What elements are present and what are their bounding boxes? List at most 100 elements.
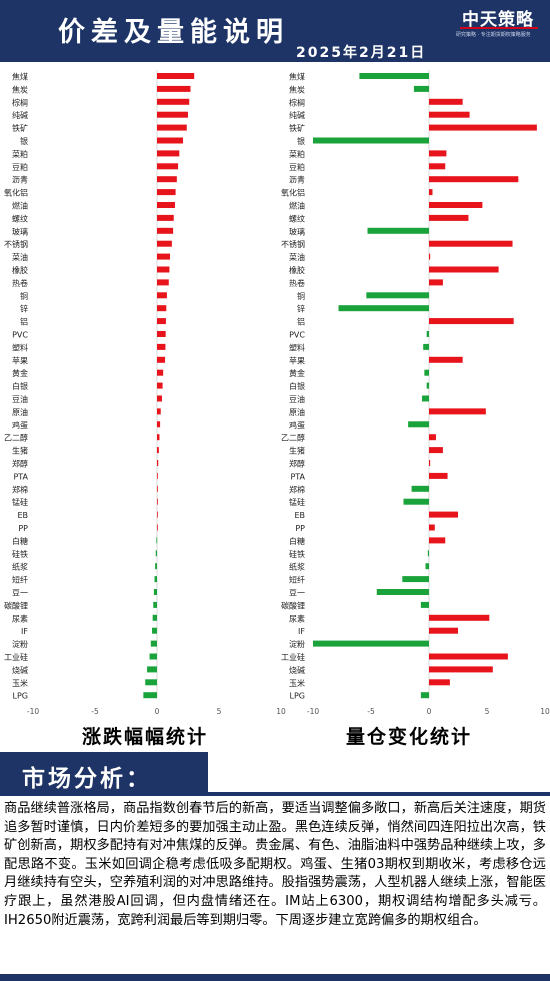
- price-xtick-1: -5: [91, 707, 99, 716]
- price-category-label-12: 玻璃: [12, 226, 28, 236]
- volume-category-label-47: 玉米: [289, 678, 305, 688]
- price-bar-34: [157, 511, 158, 518]
- price-xtick-4: 10: [276, 707, 286, 716]
- volume-category-label-9: 氧化铝: [281, 188, 305, 198]
- price-bar-7: [157, 163, 179, 170]
- price-category-label-25: 豆油: [12, 394, 28, 404]
- report-date: 2025年2月21日: [296, 45, 427, 61]
- price-bar-4: [157, 124, 187, 131]
- volume-bar-21: [423, 343, 429, 350]
- volume-category-label-2: 棕榈: [289, 97, 305, 107]
- price-bar-1: [157, 85, 191, 92]
- price-bar-43: [152, 627, 157, 634]
- price-bar-27: [157, 421, 161, 428]
- volume-bar-40: [376, 589, 429, 595]
- volume-category-label-38: 纸浆: [289, 562, 305, 572]
- price-bar-23: [157, 369, 164, 376]
- market-analysis-text: 商品继续普涨格局，商品指数创春节后的新高，要适当调整偏多敞口，新高后关注速度，期…: [4, 801, 546, 928]
- volume-category-label-5: 银: [297, 136, 305, 146]
- volume-bar-47: [429, 679, 450, 686]
- price-bar-2: [157, 98, 190, 105]
- volume-bar-10: [429, 202, 483, 208]
- price-bar-5: [157, 137, 184, 144]
- price-bar-10: [157, 202, 175, 208]
- volume-category-label-16: 热卷: [289, 278, 305, 288]
- price-bar-31: [157, 472, 158, 479]
- volume-bar-48: [420, 692, 429, 699]
- price-bar-16: [157, 279, 169, 286]
- volume-bar-17: [366, 292, 429, 299]
- price-category-label-10: 燃油: [12, 201, 28, 211]
- price-category-label-19: 铝: [20, 317, 28, 327]
- volume-bar-3: [429, 111, 470, 118]
- price-bar-41: [153, 601, 157, 608]
- volume-bar-42: [429, 614, 490, 621]
- volume-xtick-2: 0: [427, 707, 432, 716]
- volume-category-label-29: 生猪: [289, 446, 305, 456]
- volume-category-label-17: 铜: [297, 291, 305, 301]
- price-bar-20: [157, 331, 166, 337]
- price-category-label-15: 橡胶: [12, 265, 28, 275]
- price-category-label-46: 烧碱: [12, 665, 28, 675]
- volume-category-label-19: 铝: [297, 317, 305, 327]
- price-category-label-30: 郑醇: [12, 459, 28, 469]
- price-category-label-17: 铜: [20, 291, 28, 301]
- volume-category-label-1: 焦炭: [289, 84, 305, 94]
- volume-bar-16: [429, 279, 443, 286]
- price-category-label-14: 菜油: [12, 252, 28, 262]
- price-category-label-16: 热卷: [12, 278, 28, 288]
- volume-category-label-7: 豆粕: [289, 162, 305, 172]
- volume-bar-15: [429, 266, 499, 273]
- volume-xtick-4: 10: [540, 707, 550, 716]
- volume-category-label-48: LPG: [290, 692, 305, 701]
- price-bar-6: [157, 150, 180, 157]
- volume-bar-36: [429, 537, 446, 544]
- price-bar-13: [157, 240, 172, 247]
- volume-category-label-12: 玻璃: [289, 226, 305, 236]
- price-category-label-43: IF: [21, 627, 28, 636]
- price-category-label-20: PVC: [12, 331, 28, 340]
- volume-bar-13: [429, 240, 513, 247]
- volume-bar-25: [422, 395, 429, 402]
- price-category-label-39: 短纤: [12, 575, 28, 585]
- volume-bar-20: [426, 331, 429, 337]
- price-bar-46: [147, 666, 157, 673]
- volume-xtick-0: -10: [307, 707, 319, 716]
- volume-bar-31: [429, 472, 448, 479]
- price-category-label-18: 锌: [20, 304, 28, 314]
- volume-bar-18: [338, 305, 429, 312]
- volume-bar-29: [429, 447, 443, 454]
- price-category-label-32: 郑棉: [12, 484, 28, 494]
- volume-bar-6: [429, 150, 447, 157]
- price-category-label-7: 豆粕: [12, 162, 28, 172]
- volume-bar-19: [429, 318, 514, 325]
- price-bar-9: [157, 189, 176, 196]
- volume-category-label-37: 硅铁: [289, 549, 305, 559]
- volume-category-label-24: 白银: [289, 381, 305, 391]
- volume-bar-22: [429, 356, 463, 363]
- price-category-label-11: 螺纹: [12, 213, 28, 223]
- price-category-label-35: PP: [18, 524, 28, 533]
- price-category-label-8: 沥青: [12, 175, 28, 185]
- volume-category-label-39: 短纤: [289, 575, 305, 585]
- volume-category-label-21: 塑料: [289, 342, 305, 352]
- volume-bar-28: [429, 434, 436, 441]
- volume-category-label-23: 黄金: [289, 368, 305, 378]
- price-bar-32: [157, 485, 158, 492]
- volume-bar-32: [411, 485, 429, 492]
- price-category-label-3: 纯碱: [12, 110, 28, 120]
- price-category-label-33: 锰硅: [12, 497, 28, 507]
- price-category-label-45: 工业硅: [4, 652, 28, 662]
- price-category-label-29: 生猪: [12, 446, 28, 456]
- volume-bar-45: [429, 653, 508, 660]
- price-bar-24: [157, 382, 163, 389]
- volume-bar-39: [402, 576, 429, 583]
- volume-bar-4: [429, 124, 537, 131]
- volume-bar-41: [420, 601, 429, 608]
- volume-bar-33: [403, 498, 429, 505]
- price-category-label-22: 苹果: [12, 355, 28, 365]
- volume-bar-7: [429, 163, 446, 170]
- volume-category-label-18: 锌: [297, 304, 305, 314]
- section-divider: [0, 792, 550, 796]
- price-bar-36: [156, 537, 158, 544]
